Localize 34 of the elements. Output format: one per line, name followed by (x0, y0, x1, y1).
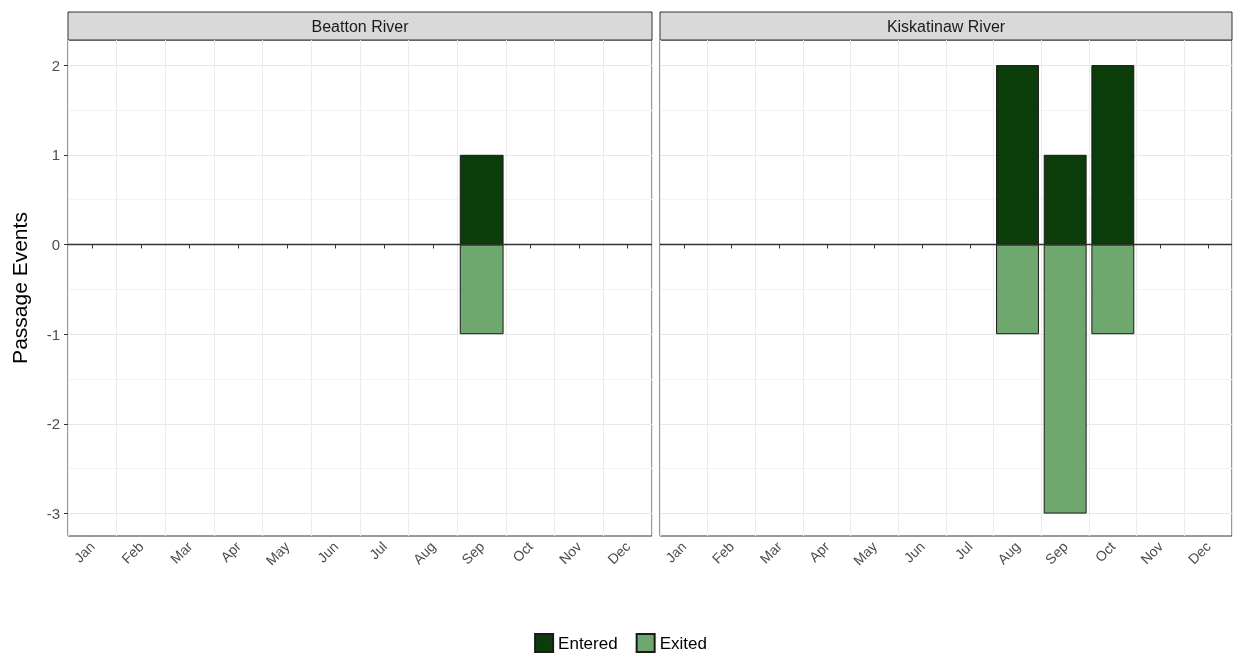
x-tick-label: Mar (166, 538, 196, 567)
x-tick-label: Oct (1091, 538, 1119, 566)
y-tick-label: -3 (46, 505, 60, 523)
x-tick-label: Apr (217, 538, 245, 566)
y-tick-label: 1 (51, 146, 60, 164)
y-tick-label: -1 (46, 325, 60, 343)
x-tick-label: Jun (314, 538, 342, 566)
x-tick-label: Nov (1137, 538, 1167, 568)
x-tick-label: Apr (805, 538, 833, 566)
x-tick-label: Nov (555, 538, 585, 568)
x-tick-label: Jul (366, 538, 390, 563)
legend-label: Exited (659, 633, 707, 653)
y-tick-label: 2 (51, 56, 60, 74)
x-tick-label: Feb (708, 538, 738, 567)
x-tick-label: Dec (1184, 538, 1214, 568)
chart-title: Beatton River (311, 17, 410, 35)
y-tick-label: -2 (46, 415, 60, 433)
legend-label: Entered (558, 633, 618, 653)
x-tick-label: Mar (756, 538, 786, 567)
x-tick-label: Jun (900, 538, 928, 566)
x-tick-label: Feb (118, 538, 147, 567)
x-tick-label: Oct (509, 538, 537, 566)
x-tick-label: May (850, 538, 881, 569)
x-tick-label: Aug (409, 538, 439, 568)
x-tick-label: Jan (70, 538, 98, 566)
y-tick-label: 0 (51, 236, 60, 253)
x-tick-label: Jan (662, 538, 690, 566)
x-tick-label: Dec (604, 538, 634, 568)
y-axis-title: Passage Events (8, 212, 31, 364)
chart-title: Kiskatinaw River (886, 17, 1006, 35)
x-tick-label: Sep (458, 538, 488, 568)
x-tick-label: Aug (994, 538, 1024, 568)
x-tick-label: Sep (1041, 538, 1071, 568)
x-tick-label: Jul (951, 538, 976, 563)
